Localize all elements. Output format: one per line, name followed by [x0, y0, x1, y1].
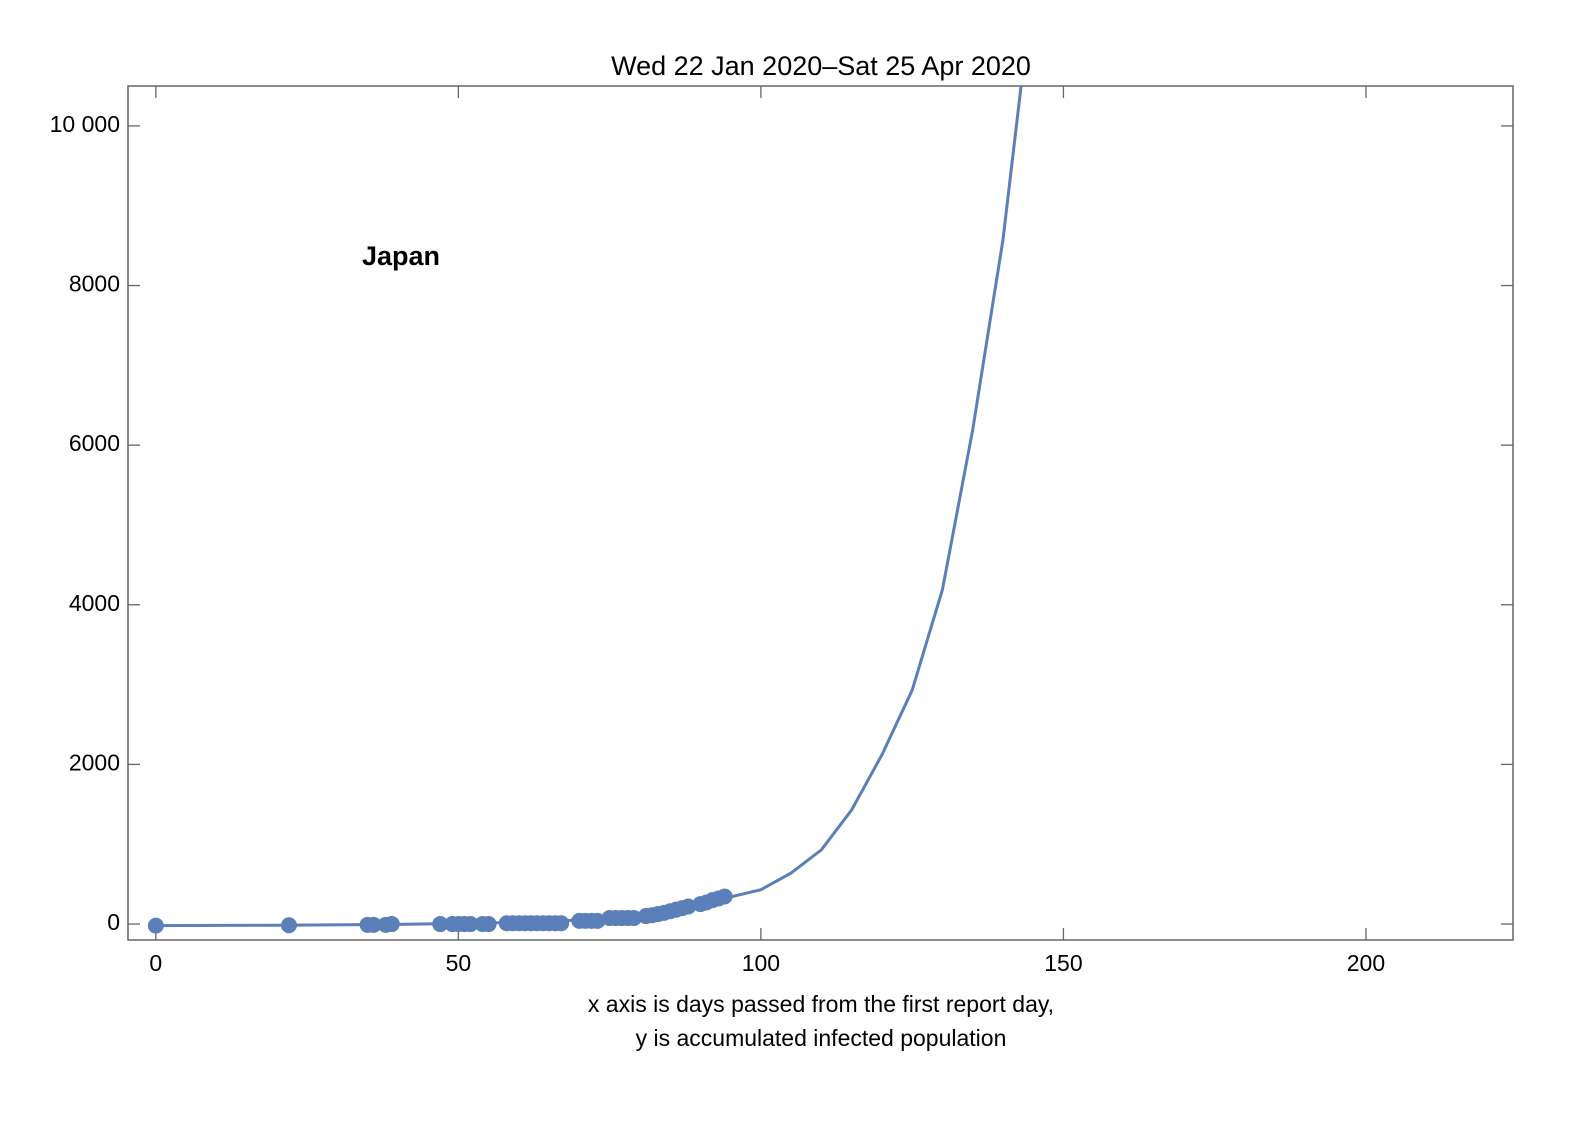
x-tick-label: 50 — [446, 950, 472, 976]
y-tick-label: 6000 — [69, 430, 120, 456]
x-tick-label: 100 — [742, 950, 780, 976]
y-tick-label: 8000 — [69, 271, 120, 297]
y-tick-label: 2000 — [69, 749, 120, 775]
x-tick-label: 200 — [1347, 950, 1385, 976]
data-point — [625, 910, 642, 927]
y-tick-label: 4000 — [69, 590, 120, 616]
data-point — [365, 916, 382, 933]
data-point — [480, 916, 497, 933]
data-point — [589, 912, 606, 929]
x-axis-label: x axis is days passed from the first rep… — [588, 991, 1054, 1017]
chart-title: Wed 22 Jan 2020–Sat 25 Apr 2020 — [611, 51, 1031, 81]
data-point — [680, 898, 697, 915]
y-tick-label: 10 000 — [50, 111, 120, 137]
x-tick-label: 150 — [1044, 950, 1082, 976]
annotation: Japan — [362, 241, 440, 271]
plot-area — [147, 86, 1023, 934]
data-point — [716, 888, 733, 905]
data-point — [553, 915, 570, 932]
plot-frame — [127, 85, 1514, 941]
data-point — [432, 916, 449, 933]
fit-line — [155, 86, 1023, 928]
data-point — [462, 916, 479, 933]
data-point — [147, 917, 164, 934]
x-axis-label: y is accumulated infected population — [636, 1025, 1007, 1051]
data-point — [383, 916, 400, 933]
data-point — [280, 917, 297, 934]
x-tick-label: 0 — [149, 950, 162, 976]
y-tick-label: 0 — [107, 909, 120, 935]
